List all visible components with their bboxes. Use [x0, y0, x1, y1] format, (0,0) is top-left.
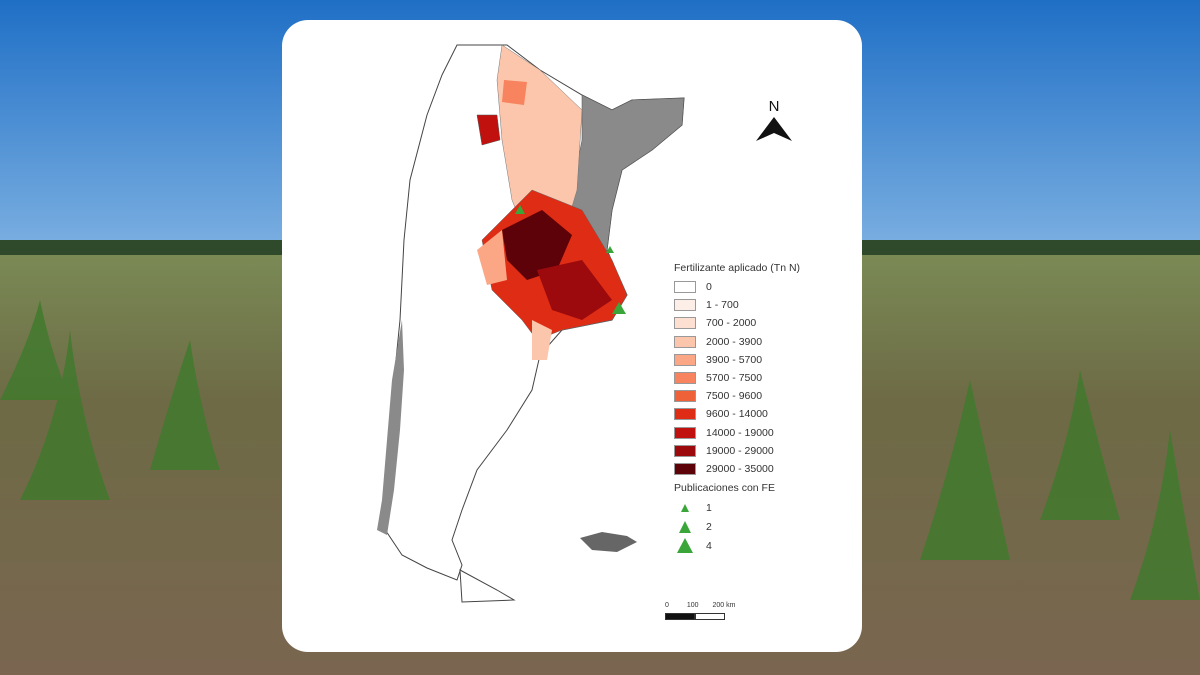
triangle-icon [677, 538, 693, 554]
legend-swatch [674, 317, 696, 330]
triangle-icon [681, 503, 689, 512]
legend-class-label: 2000 - 3900 [706, 335, 763, 348]
legend-swatch [674, 444, 696, 457]
legend-class-label: 14000 - 19000 [706, 426, 774, 439]
map-card: N Fertilizante aplicado (Tn N) 0 1 - 700 7… [282, 20, 862, 652]
legend-swatch [674, 372, 696, 385]
scale-bar: 0 100 200 km [665, 602, 735, 620]
legend: Fertilizante aplicado (Tn N) 0 1 - 700 700… [674, 262, 800, 555]
triangle-icon [679, 520, 691, 533]
legend-class: 2000 - 3900 [674, 333, 800, 351]
legend-swatch [674, 299, 696, 312]
legend-class-label: 1 - 700 [706, 299, 739, 312]
legend-class: 1 - 700 [674, 296, 800, 314]
legend-class: 9600 - 14000 [674, 405, 800, 423]
legend-class: 14000 - 19000 [674, 424, 800, 442]
legend-class: 5700 - 7500 [674, 369, 800, 387]
legend-swatch [674, 335, 696, 348]
legend-symbol-title: Publicaciones con FE [674, 482, 775, 495]
publication-markers [515, 205, 626, 314]
marker-triangle [612, 302, 626, 314]
legend-class-label: 5700 - 7500 [706, 372, 763, 385]
legend-class-label: 7500 - 9600 [706, 390, 763, 403]
legend-class: 700 - 2000 [674, 314, 800, 332]
legend-title: Fertilizante aplicado (Tn N) [674, 262, 801, 274]
legend-class-label: 0 [706, 281, 712, 294]
legend-swatch [674, 353, 696, 366]
legend-swatch [674, 408, 696, 421]
legend-swatch [674, 426, 696, 439]
legend-symbol-2: 2 [674, 517, 800, 536]
legend-swatch [674, 462, 696, 475]
legend-swatch [674, 281, 696, 294]
argentina-fertilizer-map [377, 44, 685, 603]
north-arrow-icon [756, 117, 792, 141]
legend-class: 7500 - 9600 [674, 387, 800, 405]
legend-symbol-1: 1 [674, 498, 800, 517]
legend-class-label: 9600 - 14000 [706, 408, 768, 421]
marker-triangle [515, 205, 525, 214]
legend-class: 3900 - 5700 [674, 351, 800, 369]
tucuman-high [476, 114, 501, 146]
legend-class-label: 3900 - 5700 [706, 353, 763, 366]
legend-symbol-4: 4 [674, 536, 800, 555]
tierra-del-fuego [459, 569, 516, 603]
north-arrow: N [754, 98, 794, 148]
legend-swatch [674, 390, 696, 403]
legend-class-label: 700 - 2000 [706, 317, 757, 330]
andes-no-data [377, 320, 404, 535]
marker-triangle [606, 246, 614, 253]
legend-class: 0 [674, 278, 800, 296]
legend-class: 29000 - 35000 [674, 460, 800, 478]
north-label: N [768, 98, 780, 115]
legend-class: 19000 - 29000 [674, 442, 800, 460]
malvinas-islands [580, 532, 637, 552]
pampas-core [502, 210, 572, 280]
legend-class-label: 29000 - 35000 [706, 462, 774, 475]
legend-class-label: 19000 - 29000 [706, 444, 774, 457]
